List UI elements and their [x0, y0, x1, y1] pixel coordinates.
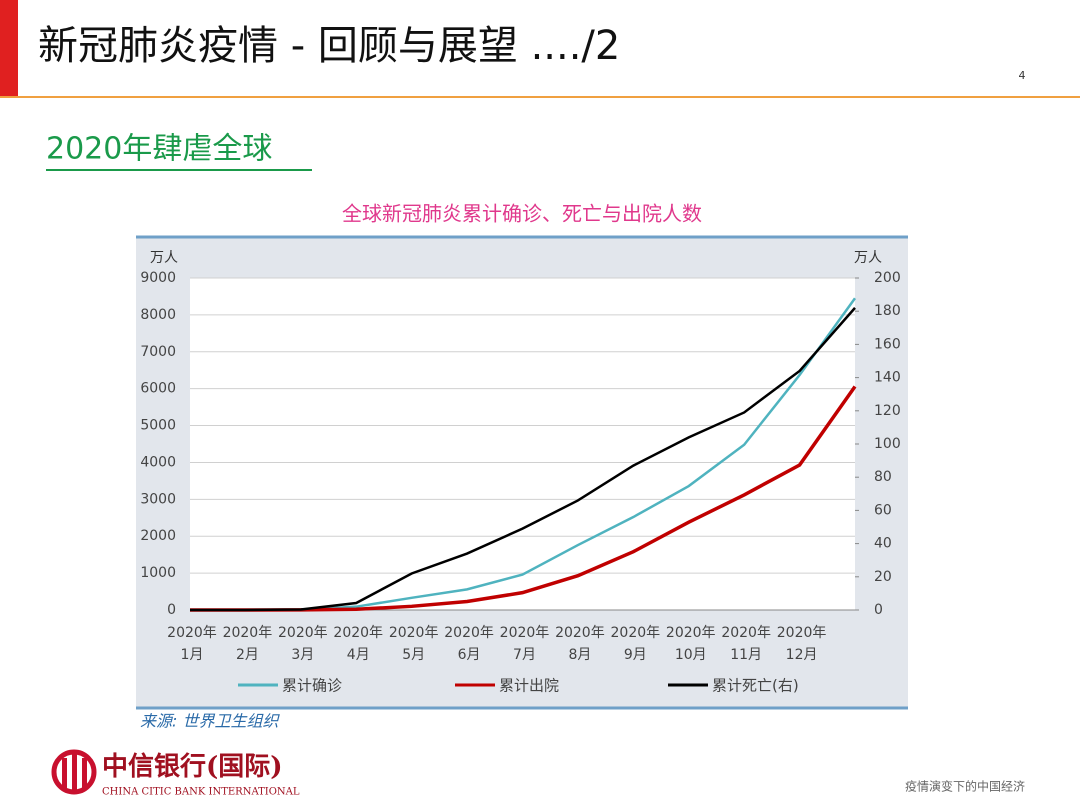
- legend-label: 累计确诊: [282, 677, 342, 695]
- y2-tick-label: 100: [874, 436, 901, 452]
- y-tick-label: 2000: [140, 528, 176, 544]
- series-line: [189, 307, 856, 612]
- y2-tick-label: 140: [874, 370, 901, 386]
- y-tick-label: 8000: [140, 307, 176, 323]
- chart-title: 全球新冠肺炎累计确诊、死亡与出院人数: [342, 202, 702, 226]
- x-tick-label: 2020年8月: [555, 625, 605, 663]
- y2-tick-label: 40: [874, 536, 892, 552]
- y-tick-label: 0: [167, 602, 176, 618]
- x-tick-label: 2020年1月: [167, 625, 217, 663]
- x-tick-label: 2020年7月: [499, 625, 550, 663]
- x-tick-label: 2020年9月: [610, 625, 661, 663]
- page-number: 4: [1019, 69, 1026, 82]
- footer: 疫情演变下的中国经济: [905, 779, 1025, 794]
- legend-label: 累计死亡(右): [712, 677, 799, 695]
- bank-name: 中信银行(国际): [102, 751, 283, 782]
- y-tick-label: 3000: [140, 491, 176, 507]
- bank-name-en: CHINA CITIC BANK INTERNATIONAL: [102, 787, 300, 798]
- x-tick-label: 2020年12月: [776, 625, 827, 663]
- x-tick-label: 2020年4月: [333, 625, 384, 663]
- x-tick-label: 2020年11月: [721, 625, 771, 663]
- x-tick-label: 2020年5月: [388, 625, 439, 663]
- y2-tick-label: 180: [874, 303, 901, 319]
- y2-tick-label: 200: [874, 270, 901, 286]
- y-tick-label: 9000: [140, 270, 176, 286]
- y2-tick-label: 120: [874, 403, 901, 419]
- title-accent: [0, 0, 18, 96]
- y2-tick-label: 0: [874, 602, 883, 618]
- y-tick-label: 7000: [140, 344, 176, 360]
- legend-label: 累计出院: [499, 677, 559, 695]
- y2-tick-label: 80: [874, 469, 892, 485]
- logo: [51, 749, 97, 795]
- x-tick-label: 2020年2月: [222, 625, 273, 663]
- y-tick-label: 1000: [140, 565, 176, 581]
- y2-tick-label: 60: [874, 502, 892, 518]
- subtitle: 2020年肆虐全球: [46, 132, 272, 167]
- plot-area: [190, 278, 855, 610]
- y2-tick-label: 20: [874, 569, 892, 585]
- y2-unit: 万人: [854, 250, 882, 266]
- x-tick-label: 2020年6月: [444, 625, 494, 663]
- y2-tick-label: 160: [874, 336, 901, 352]
- y-tick-label: 5000: [140, 418, 176, 434]
- y-tick-label: 6000: [140, 381, 176, 397]
- slide-title: 新冠肺炎疫情 - 回顾与展望 ..../2: [38, 23, 620, 69]
- y-unit: 万人: [150, 250, 178, 266]
- source: 来源: 世界卫生组织: [140, 712, 280, 731]
- x-tick-label: 2020年10月: [665, 625, 716, 663]
- x-tick-label: 2020年3月: [278, 625, 328, 663]
- y-tick-label: 4000: [140, 454, 176, 470]
